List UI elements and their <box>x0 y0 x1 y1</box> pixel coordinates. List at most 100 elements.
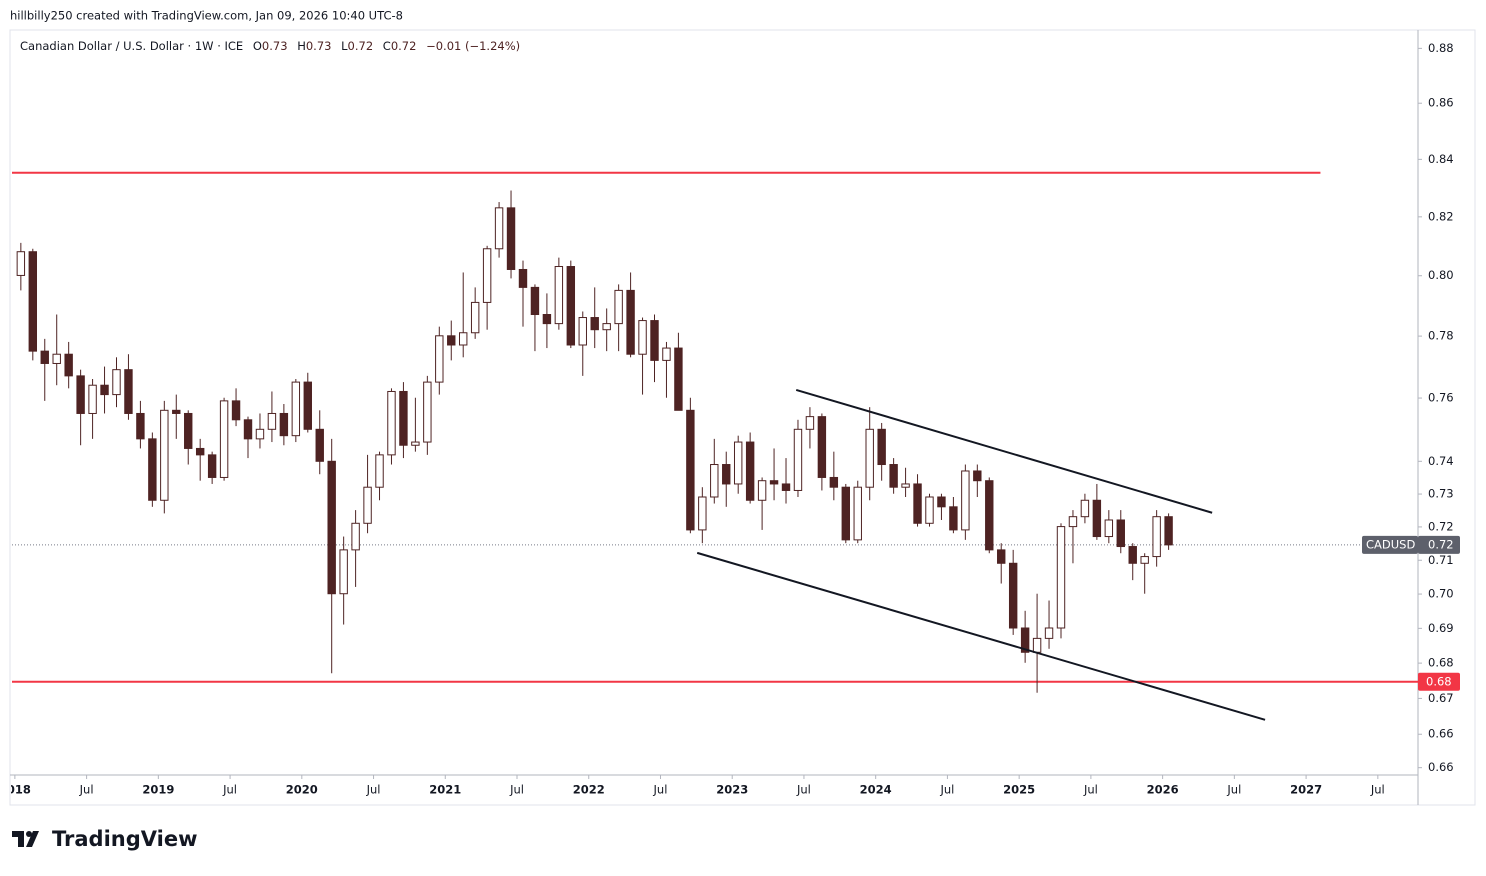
candle-body <box>207 454 217 478</box>
candle-body <box>973 470 982 482</box>
candle-body <box>961 470 970 531</box>
candle-body <box>841 486 851 541</box>
candle-body <box>698 496 707 531</box>
x-tick-label: 2023 <box>716 783 748 797</box>
candle-body <box>1092 499 1102 538</box>
candle-body <box>291 381 301 437</box>
candle-body <box>399 390 408 446</box>
x-tick-label: 2024 <box>860 783 892 797</box>
candle-body <box>303 381 312 430</box>
x-tick-label: 2019 <box>142 783 174 797</box>
legend-c-label: C <box>383 39 391 53</box>
candle-body <box>195 447 205 456</box>
x-tick-label: 2018 <box>0 783 31 797</box>
candle-body <box>877 428 886 466</box>
y-tick-label: 0.80 <box>1428 268 1454 282</box>
candle-body <box>267 412 277 430</box>
legend-h-value: 0.73 <box>306 39 332 53</box>
y-tick-label: 0.66 <box>1428 760 1454 774</box>
candle-body <box>745 441 755 501</box>
candle-body <box>1152 516 1161 558</box>
candle-body <box>722 464 731 485</box>
candle-body <box>829 476 839 488</box>
logo-icon <box>12 831 39 847</box>
candle-body <box>1044 627 1054 639</box>
x-tick-label: 2026 <box>1147 783 1179 797</box>
candle-body <box>614 289 623 325</box>
trend-line <box>696 551 1266 721</box>
candle-body <box>710 464 719 498</box>
candle-body <box>985 480 994 551</box>
logo-text: TradingView <box>52 827 197 851</box>
candle-body <box>686 409 695 531</box>
candle-body <box>1068 516 1078 528</box>
candle-body <box>937 496 946 508</box>
candle-body <box>28 251 38 352</box>
logo-dot <box>26 831 32 837</box>
last-price-name-box <box>1362 535 1418 554</box>
y-tick-label: 0.70 <box>1428 587 1454 601</box>
candle-body <box>925 496 934 524</box>
candle-body <box>638 320 647 355</box>
x-tick-label: Jul <box>653 783 668 797</box>
price-label-box <box>1418 672 1460 691</box>
candle-body <box>530 286 540 316</box>
candle-body <box>997 549 1006 564</box>
candle-body <box>901 483 910 488</box>
candle-body <box>255 428 265 440</box>
candle-body <box>124 369 133 414</box>
candle-body <box>447 335 456 346</box>
candle-body <box>40 350 49 364</box>
candle-body <box>363 486 372 524</box>
candle-body <box>1104 519 1114 538</box>
x-axis: 2018 Jul 2019 Jul 2020 Jul 2021 Jul 2022 Jul 2023 J… <box>0 775 1385 797</box>
candle-body <box>1140 556 1149 564</box>
x-tick-label: Jul <box>796 783 811 797</box>
y-tick-label: 0.73 <box>1428 487 1454 501</box>
candle-body <box>1056 526 1066 629</box>
candle-body <box>674 347 683 411</box>
candle-body <box>435 335 444 383</box>
x-tick-label: Jul <box>1083 783 1098 797</box>
y-axis: 0.88 0.86 0.84 0.82 0.80 0.78 0.76 0.74 0.73 0.72… <box>1362 41 1460 774</box>
candle-body <box>339 549 348 595</box>
legend: Canadian Dollar / U.S. Dollar · 1W · ICE… <box>20 39 520 53</box>
y-tick-label: 0.72 <box>1428 519 1454 533</box>
candle-body <box>327 460 336 595</box>
logo: TradingView <box>12 827 197 851</box>
candle-body <box>231 400 241 421</box>
x-tick-label: Jul <box>1226 783 1241 797</box>
candle-body <box>1080 499 1090 518</box>
candle-body <box>518 268 528 288</box>
candle-body <box>1020 627 1030 653</box>
y-tick-label: 0.78 <box>1428 329 1454 343</box>
candle-body <box>315 428 324 462</box>
x-tick-label: 2021 <box>429 783 461 797</box>
candle-body <box>52 353 61 364</box>
candle-body <box>160 409 169 501</box>
candle-body <box>853 486 862 541</box>
candle-body <box>76 375 85 414</box>
candle-body <box>148 438 157 501</box>
last-price-label: 0.72 <box>1428 537 1454 551</box>
y-tick-label: 0.69 <box>1428 621 1454 635</box>
legend-o-value: 0.73 <box>262 39 288 53</box>
x-tick-label: Jul <box>939 783 954 797</box>
candle-body <box>805 416 815 430</box>
candle-body <box>184 412 193 449</box>
legend-c-value: 0.72 <box>391 39 417 53</box>
candle-body <box>1008 562 1018 629</box>
x-tick-label: Jul <box>366 783 381 797</box>
candle-body <box>351 522 360 551</box>
candle-body <box>626 289 635 355</box>
y-tick-label: 0.76 <box>1428 391 1454 405</box>
candle-body <box>470 301 480 334</box>
candle-body <box>1032 637 1042 653</box>
candle-body <box>411 441 420 446</box>
y-tick-label: 0.84 <box>1428 152 1454 166</box>
candle-body <box>459 332 468 346</box>
candle-body <box>482 248 492 303</box>
last-price-name: CADUSD <box>1366 537 1415 551</box>
candle-body <box>602 323 611 331</box>
legend-h-label: H <box>297 39 306 53</box>
